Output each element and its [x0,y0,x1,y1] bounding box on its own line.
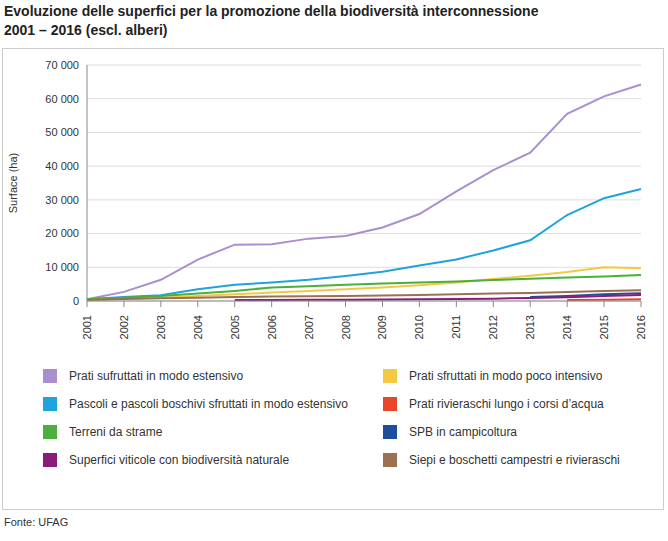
svg-text:2012: 2012 [487,315,499,339]
svg-text:2001: 2001 [81,315,93,339]
svg-text:2007: 2007 [303,315,315,339]
html-text:Evoluzione delle superfici per: Evoluzione delle superfici per la promoz… [4,3,539,38]
html-text:Superfici viticole con biodive: Superfici viticole con biodiversità natu… [69,453,290,467]
svg-text:2002: 2002 [118,315,130,339]
svg-text:20 000: 20 000 [45,227,79,239]
html-text:Terreni da strame: Terreni da strame [69,425,163,439]
svg-text:60 000: 60 000 [45,93,79,105]
svg-text:2009: 2009 [376,315,388,339]
svg-text:2016: 2016 [635,315,647,339]
html-text:Siepi e boschetti campestri e: Siepi e boschetti campestri e rivierasch… [409,453,620,467]
svg-text:2008: 2008 [340,315,352,339]
svg-text:2015: 2015 [598,315,610,339]
svg-text:2010: 2010 [413,315,425,339]
svg-text:2013: 2013 [524,315,536,339]
svg-text:0: 0 [73,295,79,307]
svg-text:70 000: 70 000 [45,59,79,71]
svg-text:2005: 2005 [229,315,241,339]
svg-text:40 000: 40 000 [45,160,79,172]
svg-text:2004: 2004 [192,315,204,339]
svg-text:30 000: 30 000 [45,194,79,206]
html-text:Prati sfruttati in modo poco i: Prati sfruttati in modo poco intensivo [409,369,603,383]
html-text:Prati sufruttati in modo esten: Prati sufruttati in modo estensivo [69,369,244,383]
svg-text:2014: 2014 [561,315,573,339]
html-text:SPB in campicoltura: SPB in campicoltura [409,425,517,439]
svg-text:50 000: 50 000 [45,126,79,138]
svg-text:2011: 2011 [450,315,462,339]
svg-text:2003: 2003 [155,315,167,339]
svg-text:Surface (ha): Surface (ha) [8,153,19,214]
svg-text:10 000: 10 000 [45,261,79,273]
html-text:Fonte: UFAG: Fonte: UFAG [4,516,69,528]
html-text:Pascoli e pascoli boschivi sfr: Pascoli e pascoli boschivi sfruttati in … [69,397,348,411]
html-text:Prati rivieraschi lungo i cors: Prati rivieraschi lungo i corsi d’acqua [409,397,604,411]
svg-text:2006: 2006 [266,315,278,339]
